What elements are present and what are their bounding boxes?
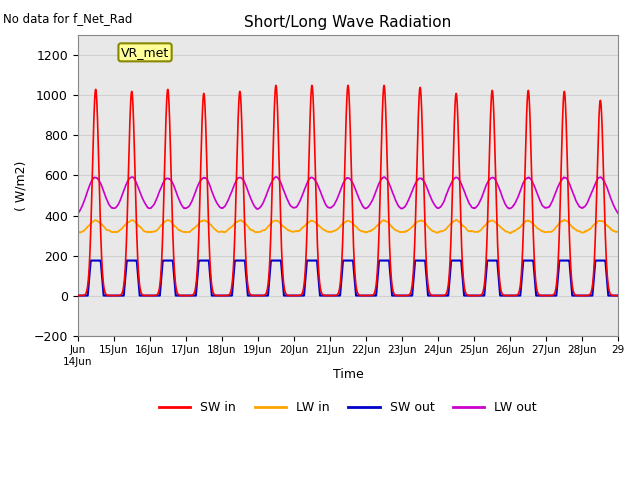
Legend: SW in, LW in, SW out, LW out: SW in, LW in, SW out, LW out [154,396,542,419]
Text: VR_met: VR_met [121,46,169,59]
Title: Short/Long Wave Radiation: Short/Long Wave Radiation [244,15,452,30]
X-axis label: Time: Time [333,368,364,381]
Y-axis label: ( W/m2): ( W/m2) [15,160,28,211]
Text: No data for f_Net_Rad: No data for f_Net_Rad [3,12,132,25]
